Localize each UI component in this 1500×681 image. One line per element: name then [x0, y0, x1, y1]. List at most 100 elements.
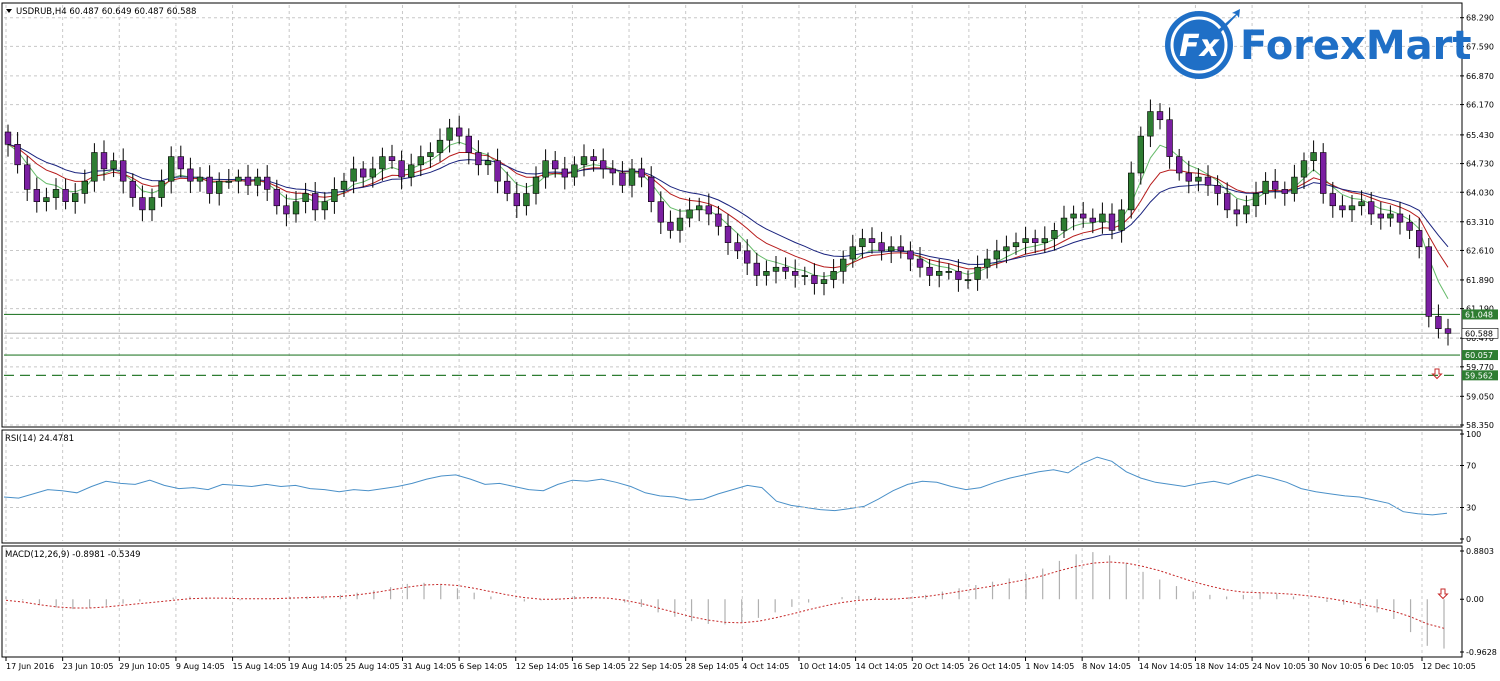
y-tick-label: 67.590 — [1466, 42, 1494, 51]
candle-body — [216, 180, 223, 194]
level-tag — [1462, 370, 1498, 381]
candle-body — [580, 156, 588, 166]
candle-body — [1368, 201, 1375, 215]
candle-body — [897, 246, 904, 252]
price-levels — [4, 313, 1460, 376]
candle-body — [1099, 213, 1106, 223]
candle-body — [744, 250, 751, 264]
candle-body — [984, 258, 991, 268]
candle-body — [100, 152, 108, 170]
candle-body — [926, 266, 933, 276]
macd-series — [5, 552, 1445, 649]
candle-body — [1080, 213, 1087, 219]
candle-body — [955, 271, 962, 280]
candle-body — [398, 160, 405, 178]
y-tick-label: 65.430 — [1466, 131, 1494, 140]
candle-body — [619, 172, 626, 186]
candle-body — [628, 168, 636, 186]
time-axis: 17 Jun 2016 23 Jun 10:05 29 Jun 10:05 9 Aug… — [5, 657, 1476, 671]
candle-body — [590, 156, 597, 162]
x-tick-label: 10 Oct 14:05 — [799, 662, 851, 671]
candle-body — [1320, 152, 1327, 194]
y-tick-label: 61.190 — [1466, 305, 1494, 314]
macd-label: MACD(12,26,9) -0.8981 -0.5349 — [5, 550, 141, 560]
candle-body — [1012, 242, 1020, 248]
candle-body — [868, 238, 876, 243]
candle-body — [1032, 238, 1039, 243]
candle-body — [676, 217, 684, 231]
candle-body — [734, 242, 741, 252]
candle-body — [945, 271, 952, 273]
x-tick-label: 30 Nov 10:05 — [1309, 662, 1363, 671]
candle-body — [484, 160, 492, 166]
candle-body — [811, 275, 818, 284]
x-tick-label: 23 Jun 10:05 — [63, 662, 114, 671]
y-tick-label: 61.890 — [1466, 276, 1494, 285]
candle-body — [1204, 176, 1212, 186]
candle-body — [14, 144, 21, 166]
candle-body — [312, 193, 319, 211]
y-tick-label: 66.170 — [1466, 101, 1494, 110]
triangle-down-icon[interactable] — [6, 9, 12, 13]
candle-body — [1176, 156, 1183, 174]
macd-pane — [1, 545, 1463, 658]
candle-body — [4, 131, 12, 145]
candle-body — [888, 246, 895, 252]
x-tick-label: 4 Oct 14:05 — [742, 662, 789, 671]
candle-body — [1195, 176, 1202, 182]
candle-body — [177, 156, 184, 170]
candle-body — [321, 201, 328, 211]
candle-body — [475, 152, 482, 166]
x-tick-label: 1 Nov 14:05 — [1026, 662, 1075, 671]
price-axis: 68.290 67.590 66.870 66.170 65.430 64.730 64.0… — [1460, 14, 1499, 430]
candle-body — [264, 176, 271, 190]
y-tick-label: 59.770 — [1466, 363, 1494, 372]
candle-body — [417, 156, 424, 166]
candle-body — [513, 193, 520, 207]
candle-body — [206, 176, 213, 194]
candle-body — [936, 271, 943, 276]
x-tick-label: 28 Sep 14:05 — [686, 662, 739, 671]
candle-body — [772, 266, 780, 272]
y-tick-label: 62.610 — [1466, 246, 1494, 255]
candle-body — [801, 275, 808, 277]
candle-body — [283, 205, 290, 215]
candle-body — [849, 246, 856, 260]
x-tick-label: 9 Aug 14:05 — [176, 662, 225, 671]
candle-body — [993, 250, 1000, 260]
candle-body — [1214, 184, 1221, 194]
candle-body — [715, 213, 722, 227]
rsi-tick-label: 0 — [1466, 535, 1471, 544]
candle-body — [724, 225, 732, 243]
x-tick-label: 19 Aug 14:05 — [289, 662, 343, 671]
x-tick-label: 14 Nov 14:05 — [1139, 662, 1193, 671]
candle-body — [878, 242, 885, 252]
last-price-tag — [1461, 327, 1499, 339]
level-tag — [1462, 350, 1498, 361]
candle-body — [350, 168, 357, 182]
candle-body — [158, 180, 165, 198]
candle-body — [1156, 111, 1164, 121]
candle-body — [1233, 209, 1240, 215]
candle-body — [1300, 160, 1308, 178]
candle-body — [456, 127, 463, 137]
candle-body — [1089, 217, 1096, 223]
candle-body — [379, 156, 386, 170]
candle-body — [504, 180, 511, 194]
candle-body — [494, 160, 501, 182]
y-tick-label: 63.310 — [1466, 218, 1494, 227]
candle-body — [552, 160, 559, 170]
x-tick-label: 17 Jun 2016 — [6, 662, 54, 671]
candle-body — [1291, 176, 1298, 194]
x-tick-label: 20 Oct 14:05 — [912, 662, 964, 671]
macd-tick-label: 0.8803 — [1466, 547, 1494, 556]
candle-body — [696, 205, 703, 211]
candle-body — [1118, 209, 1125, 231]
candle-body — [523, 193, 530, 207]
candle-body — [129, 180, 136, 198]
candle-body — [1272, 180, 1279, 190]
candle-body — [340, 180, 348, 190]
x-tick-label: 12 Sep 14:05 — [516, 662, 569, 671]
candle-body — [292, 201, 300, 215]
